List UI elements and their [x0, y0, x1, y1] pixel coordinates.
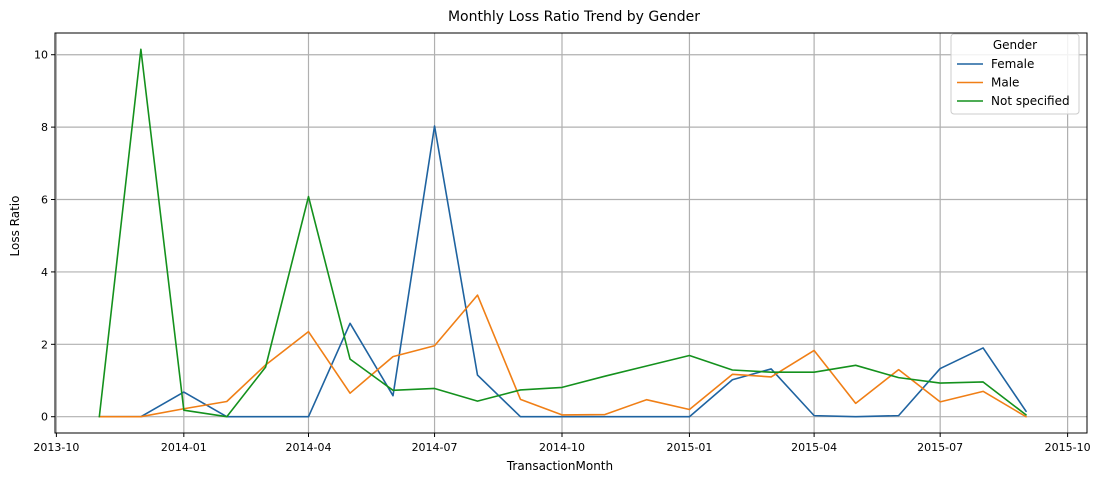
y-tick-label: 6 — [41, 194, 48, 207]
x-tick-label: 2014-07 — [412, 441, 458, 454]
legend-box — [950, 33, 1080, 115]
y-tick-label: 2 — [41, 338, 48, 351]
legend-label-male: Male — [991, 76, 1019, 90]
axis-ticks: 2013-10 2014-01 2014-04 2014-07 2014-10 2015-… — [33, 49, 1090, 454]
x-tick-label: 2015-07 — [917, 441, 963, 454]
y-tick-label: 10 — [34, 49, 48, 62]
y-axis-label: Loss Ratio — [8, 196, 22, 257]
legend-title: Gender — [993, 38, 1037, 52]
series-lines — [98, 48, 1027, 418]
x-tick-label: 2014-01 — [161, 441, 207, 454]
series-line-female — [98, 125, 1027, 418]
y-tick-label: 0 — [41, 411, 48, 424]
x-tick-label: 2015-04 — [791, 441, 837, 454]
y-tick-label: 8 — [41, 121, 48, 134]
plot-frame — [54, 32, 1088, 434]
legend: Gender Female Male Not specified — [950, 33, 1080, 115]
legend-label-not-specified: Not specified — [991, 94, 1070, 108]
x-tick-label: 2014-04 — [286, 441, 332, 454]
y-tick-label: 4 — [41, 266, 48, 279]
grid-lines — [55, 33, 1087, 433]
series-line-not-specified — [98, 48, 1027, 418]
plot-border — [54, 32, 1088, 434]
x-tick-label: 2015-01 — [666, 441, 712, 454]
x-tick-label: 2013-10 — [33, 441, 79, 454]
series-line-male — [98, 294, 1027, 418]
legend-label-female: Female — [991, 57, 1034, 71]
x-axis-label: TransactionMonth — [506, 459, 613, 473]
x-tick-label: 2015-10 — [1045, 441, 1091, 454]
chart-title: Monthly Loss Ratio Trend by Gender — [448, 9, 700, 25]
x-tick-label: 2014-10 — [539, 441, 585, 454]
